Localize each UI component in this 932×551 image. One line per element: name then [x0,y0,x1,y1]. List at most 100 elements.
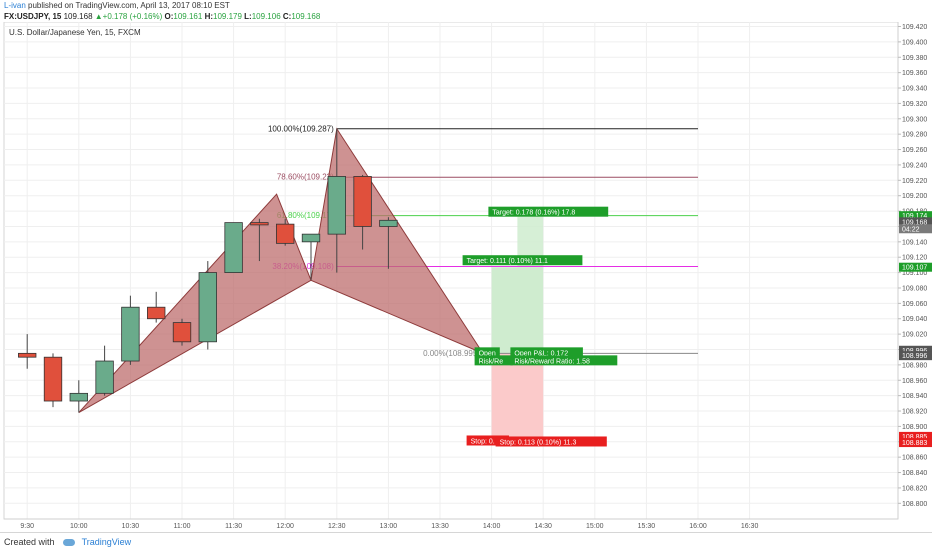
candle-body [327,176,346,235]
symbol[interactable]: FX:USDJPY, 15 [4,12,62,21]
price-axis-label: 109.168 [899,217,932,227]
candle-body [198,272,217,343]
target-label-1-bg [462,255,583,266]
target-label-2: Target: 0.178 (0.16%) 17.8 [488,206,609,217]
y-tick-label: 109.300 [902,116,927,123]
target-label-2-text: Target: 0.178 (0.16%) 17.8 [492,210,575,217]
price-axis-label-bg [899,224,932,234]
chart-header: L-ivan published on TradingView.com, Apr… [0,0,932,22]
x-tick-label: 11:30 [225,523,242,530]
high-value: 109.179 [213,12,242,21]
stop-label-text: Stop: 0.113 (0.10%) 11.3 [500,439,577,446]
candle-body [276,223,295,244]
price-axis-label: 04:22 [899,224,932,234]
price-axis-label: 109.107 [899,262,932,272]
y-tick-label: 109.260 [902,147,927,154]
y-tick-label: 108.820 [902,485,927,492]
created-with: Created with [4,537,55,547]
price-axis-label-bg [899,345,932,355]
y-tick-label: 109.060 [902,301,927,308]
candle-body [95,360,114,394]
x-tick-label: 15:00 [586,523,604,530]
open-pl-back-label-bg [474,347,500,358]
stop-label: Stop: 0.113 (0.10%) 11.3 [495,436,607,447]
y-tick-label: 109.040 [902,316,927,323]
up-arrow-icon: ▲ [94,12,103,21]
x-tick-label: 16:30 [741,523,759,530]
candle-body [121,306,140,362]
target-label-2-bg [488,206,609,217]
y-tick-label: 109.240 [902,162,927,169]
open-value: 109.161 [173,12,203,21]
y-tick-label: 109.100 [902,270,927,277]
low-value: 109.106 [251,12,281,21]
x-tick-label: 9:30 [20,523,34,530]
x-axis: 9:30 10:00 10:30 11:00 11:30 12:00 12:30 13:00 1… [4,518,898,530]
fib-level-label: 78.60%(109.22) [277,173,334,182]
author-link[interactable]: L-ivan [4,1,26,10]
fib-level-label: 61.80%(109.17) [277,211,334,220]
x-tick-label: 13:30 [431,523,449,530]
price-axis-label-bg [899,351,932,361]
price-axis-label-text: 109.174 [902,213,927,220]
low-label: L: [244,12,252,21]
price-axis-label-text: 108.883 [902,440,927,447]
price-axis-label-text: 109.107 [902,265,927,272]
candle-body [69,392,88,402]
rr-label-text: Risk/Reward Ratio: 1.58 [514,358,590,365]
open-pl-label-bg [510,347,583,358]
stop-back-label-bg [466,435,509,446]
symbol-line: FX:USDJPY, 15 109.168 ▲+0.178 (+0.16%) O… [4,11,932,22]
x-tick-label: 12:30 [328,523,346,530]
x-tick-label: 14:30 [534,523,552,530]
y-tick-label: 109.140 [902,239,927,246]
rr-back-label: Risk/Re [474,355,513,366]
y-tick-label: 109.320 [902,101,927,108]
price-axis-label: 109.174 [899,211,932,221]
price-chart[interactable]: U.S. Dollar/Japanese Yen, 15, FXCM 100.00… [0,22,932,532]
open-pl-label: Open P&L: 0.172 [510,347,583,358]
y-tick-label: 109.080 [902,285,927,292]
candle-body [379,219,398,227]
x-tick-label: 10:00 [70,523,88,530]
x-tick-label: 14:00 [483,523,501,530]
x-tick-label: 10:30 [122,523,140,530]
footer: Created with TradingView [0,532,932,550]
rr-back-label-bg [474,355,513,366]
target-zone-1 [491,267,544,354]
rr-label: Risk/Reward Ratio: 1.58 [510,355,618,366]
stop-back-label-text: Stop: 0. [471,438,495,445]
y-tick-label: 109.280 [902,132,927,139]
price-axis-label-bg [899,431,932,441]
y-tick-label: 108.980 [902,362,927,369]
x-tick-label: 13:00 [380,523,398,530]
open-pl-back-label-text: Open [479,350,496,357]
y-tick-label: 108.800 [902,501,927,508]
target-label-1: Target: 0.111 (0.10%) 11.1 [462,255,583,266]
y-tick-label: 109.380 [902,55,927,62]
publish-info: published on TradingView.com, April 13, … [28,1,230,10]
stop-back-label: Stop: 0. [466,435,509,446]
y-tick-label: 109.120 [902,255,927,262]
y-tick-label: 109.200 [902,193,927,200]
y-tick-label: 109.340 [902,86,927,93]
price-axis-label-bg [899,211,932,221]
price-axis-label-text: 109.168 [902,219,927,226]
y-tick-label: 109.420 [902,24,927,31]
candle-body [43,356,63,402]
y-tick-label: 108.840 [902,470,927,477]
y-tick-label: 109.020 [902,332,927,339]
y-tick-label: 108.960 [902,378,927,385]
y-tick-label: 108.860 [902,455,927,462]
y-tick-label: 109.400 [902,39,927,46]
y-tick-label: 109.220 [902,178,927,185]
candle-body [147,306,166,320]
price-axis-label: 108.885 [899,431,932,441]
open-pl-back-label: Open [474,347,500,358]
close-label: C: [282,12,292,21]
candle-body [353,176,372,227]
open-pl-label-text: Open P&L: 0.172 [514,350,568,357]
price-axis-label-bg [899,217,932,227]
close-value: 109.168 [291,12,321,21]
tradingview-link[interactable]: TradingView [81,537,132,547]
